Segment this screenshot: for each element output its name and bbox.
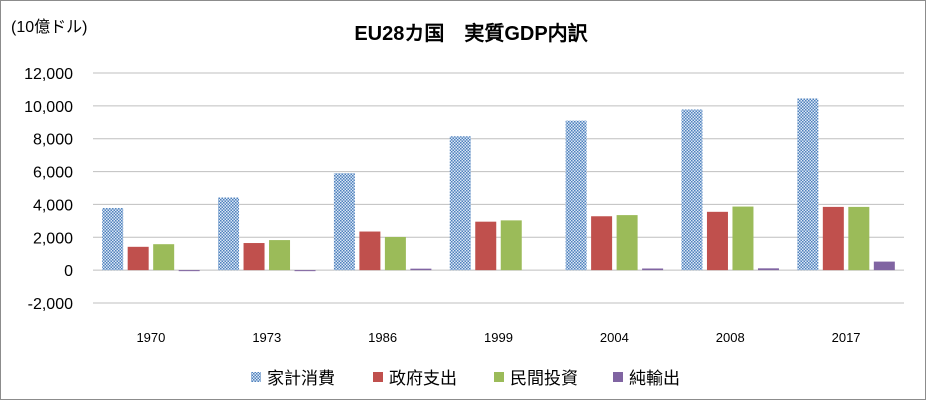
bar-純輸出-1973 (294, 270, 316, 272)
bar-民間投資-1999 (500, 220, 522, 271)
legend-label: 政府支出 (389, 369, 457, 388)
legend-swatch-家計消費 (251, 372, 261, 382)
x-tick-label: 1970 (136, 330, 165, 345)
gridlines (93, 72, 904, 304)
bar-政府支出-1973 (243, 243, 265, 271)
y-tick-label: 4,000 (33, 197, 73, 214)
legend: 家計消費 政府支出 民間投資 純輸出 (251, 369, 680, 388)
x-tick-label: 1986 (368, 330, 397, 345)
chart-title: EU28カ国 実質GDP内訳 (354, 21, 588, 45)
bar-民間投資-1970 (153, 244, 175, 271)
bar-政府支出-2017 (822, 206, 844, 271)
y-tick-label: -2,000 (28, 296, 73, 313)
bar-民間投資-1986 (384, 236, 406, 271)
bar-政府支出-1970 (127, 246, 149, 271)
y-tick-label: 2,000 (33, 230, 73, 247)
legend-label: 純輸出 (629, 369, 680, 388)
x-tick-label: 2004 (600, 330, 629, 345)
legend-label: 家計消費 (267, 369, 335, 388)
bars (102, 98, 895, 272)
y-tick-label: 8,000 (33, 132, 73, 149)
bar-家計消費-1986 (333, 173, 355, 271)
unit-label: (10億ドル) (11, 18, 87, 36)
bar-政府支出-1999 (475, 221, 497, 271)
y-tick-label: 10,000 (24, 99, 73, 116)
bar-政府支出-2008 (706, 211, 728, 271)
bar-家計消費-2017 (797, 98, 819, 271)
x-tick-label: 2008 (716, 330, 745, 345)
x-tick-label: 2017 (832, 330, 861, 345)
bar-家計消費-1999 (449, 136, 471, 271)
x-tick-label: 1999 (484, 330, 513, 345)
y-tick-label: 6,000 (33, 165, 73, 182)
bar-民間投資-2008 (732, 206, 754, 271)
y-axis-ticks: 12,000 10,000 8,000 6,000 4,000 2,000 0 -2,000 (24, 66, 73, 313)
legend-swatch-民間投資 (494, 372, 504, 382)
bar-民間投資-1973 (269, 240, 291, 271)
bar-純輸出-2008 (757, 268, 779, 271)
bar-純輸出-2004 (642, 268, 664, 271)
bar-純輸出-1970 (178, 270, 200, 272)
x-tick-label: 1973 (252, 330, 281, 345)
x-axis-ticks: 1970 1973 1986 1999 2004 2008 2017 (136, 330, 860, 345)
y-tick-label: 0 (64, 263, 73, 280)
legend-swatch-純輸出 (613, 372, 623, 382)
bar-純輸出-2017 (873, 261, 895, 271)
bar-家計消費-2008 (681, 109, 703, 271)
bar-政府支出-1986 (359, 231, 381, 271)
bar-民間投資-2004 (616, 215, 638, 271)
bar-民間投資-2017 (848, 206, 870, 271)
legend-label: 民間投資 (510, 369, 578, 388)
bar-家計消費-1970 (102, 208, 124, 271)
legend-swatch-政府支出 (373, 372, 383, 382)
bar-純輸出-1986 (410, 268, 432, 271)
bar-家計消費-1973 (218, 197, 240, 271)
bar-政府支出-2004 (591, 216, 613, 271)
bar-家計消費-2004 (565, 120, 587, 271)
y-tick-label: 12,000 (24, 66, 73, 83)
